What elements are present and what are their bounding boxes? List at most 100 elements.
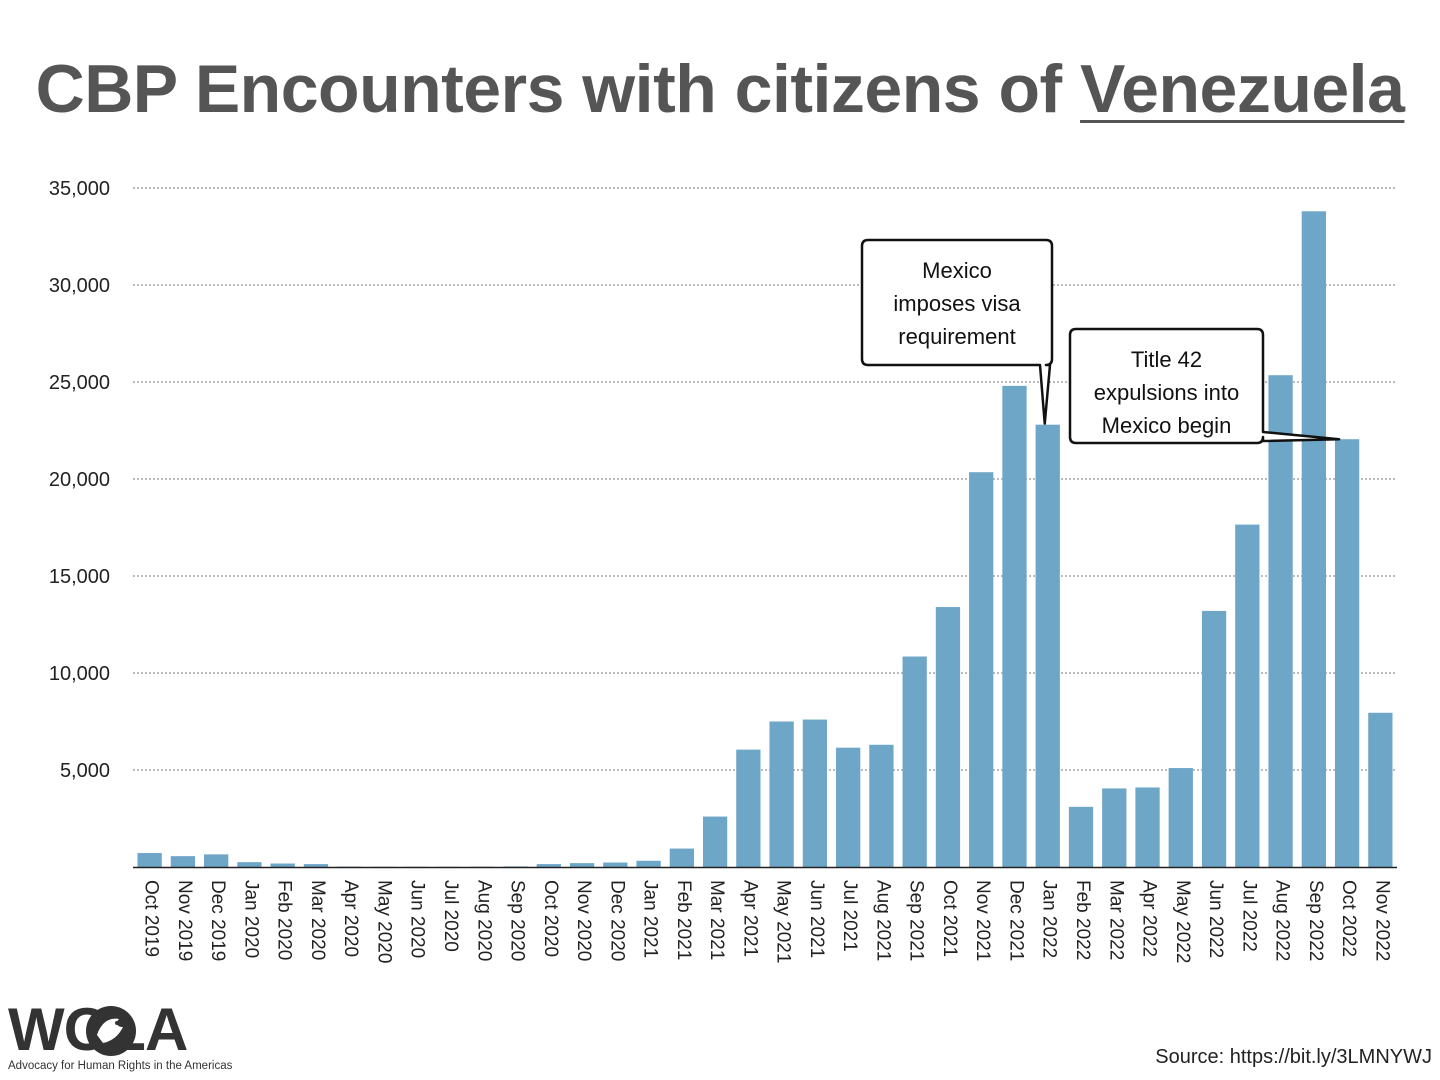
callout-text-line: Mexico	[922, 258, 992, 283]
x-tick-label: Jun 2021	[806, 880, 827, 958]
bar	[503, 866, 528, 867]
y-tick-label: 10,000	[49, 663, 110, 685]
x-tick-label: May 2021	[773, 880, 794, 963]
x-tick-label: Jan 2022	[1039, 880, 1060, 958]
x-tick-label: Feb 2022	[1072, 880, 1093, 960]
y-tick-label: 30,000	[49, 275, 110, 297]
x-tick-label: Apr 2022	[1139, 880, 1160, 957]
bar	[569, 863, 595, 867]
bar	[303, 864, 329, 867]
wola-logo: WOLA Advocacy for Human Rights in the Am…	[8, 1000, 238, 1078]
x-tick-label: Oct 2021	[939, 880, 960, 957]
bar	[802, 719, 828, 867]
y-tick-label: 15,000	[49, 566, 110, 588]
x-tick-label: Oct 2020	[540, 880, 561, 957]
y-tick-label: 5,000	[60, 760, 110, 782]
callout-title42: Title 42 expulsions into Mexico begin	[1068, 327, 1341, 445]
y-tick-label: 25,000	[49, 372, 110, 394]
bar	[935, 607, 961, 867]
x-tick-label: Aug 2021	[872, 880, 893, 961]
bar	[1334, 439, 1360, 867]
bar	[1102, 788, 1127, 867]
bar	[736, 749, 761, 867]
bar	[1035, 424, 1060, 867]
x-tick-label: Feb 2021	[673, 880, 694, 960]
bar	[1201, 610, 1227, 867]
bar	[270, 863, 295, 867]
chart-title: CBP Encounters with citizens of Venezuel…	[0, 50, 1440, 128]
x-tick-label: Apr 2020	[340, 880, 361, 957]
x-tick-label: Dec 2019	[207, 880, 228, 961]
callout-text-line: expulsions into	[1094, 380, 1240, 405]
x-tick-label: Dec 2020	[606, 880, 627, 961]
x-tick-label: Sep 2021	[906, 880, 927, 961]
callout-text-line: imposes visa	[893, 291, 1021, 316]
bars	[137, 211, 1393, 867]
x-tick-label: Apr 2021	[739, 880, 760, 957]
x-tick-label: Jul 2020	[440, 880, 461, 952]
bar	[1235, 524, 1260, 867]
bar	[204, 854, 229, 867]
bar-chart: 5,000 10,000 15,000 20,000 25,000 30,000 35,00…	[49, 178, 1397, 963]
x-tick-label: Mar 2022	[1105, 880, 1126, 960]
bar	[836, 747, 861, 867]
y-tick-label: 35,000	[49, 178, 110, 200]
bar	[536, 864, 561, 867]
x-tick-label: Oct 2019	[141, 880, 162, 957]
bar	[1168, 768, 1193, 867]
x-tick-label: Nov 2019	[174, 880, 195, 961]
callout-box	[1068, 327, 1341, 445]
bar	[636, 860, 661, 867]
x-tick-label: Nov 2021	[972, 880, 993, 961]
callout-box	[860, 238, 1054, 425]
x-tick-label: Feb 2020	[274, 880, 295, 960]
bar	[237, 862, 262, 867]
x-tick-label: Jun 2022	[1205, 880, 1226, 958]
x-tick-label: Jan 2020	[240, 880, 261, 958]
x-axis-tick-labels: Oct 2019 Nov 2019 Dec 2019 Jan 2020 Feb 2020…	[141, 880, 1393, 963]
y-axis-tick-labels: 5,000 10,000 15,000 20,000 25,000 30,000 35,00…	[49, 178, 110, 782]
x-tick-label: Dec 2021	[1005, 880, 1026, 961]
x-tick-label: Nov 2020	[573, 880, 594, 961]
logo-emblem-icon	[86, 1006, 136, 1056]
callout-text-line: requirement	[898, 324, 1015, 349]
x-tick-label: Jan 2021	[640, 880, 661, 958]
bar	[1002, 385, 1027, 867]
bar	[902, 656, 927, 867]
x-tick-label: Jun 2020	[407, 880, 428, 958]
x-tick-label: Aug 2020	[473, 880, 494, 961]
chart-title-country: Venezuela	[1080, 51, 1405, 127]
bar	[969, 472, 994, 867]
callout-text-line: Mexico begin	[1102, 413, 1232, 438]
bar	[1368, 712, 1393, 867]
x-tick-label: Oct 2022	[1338, 880, 1359, 957]
x-tick-label: May 2022	[1172, 880, 1193, 963]
bar	[1301, 211, 1326, 867]
x-tick-label: Jul 2021	[839, 880, 860, 952]
bar	[669, 848, 694, 867]
annotations: Mexico imposes visa requirement Title 42 exp…	[860, 238, 1341, 445]
x-tick-label: Mar 2021	[706, 880, 727, 960]
callout-text-line: Title 42	[1131, 347, 1202, 372]
x-tick-label: Mar 2020	[307, 880, 328, 960]
bar	[137, 853, 162, 867]
y-tick-label: 20,000	[49, 469, 110, 491]
logo-tagline: Advocacy for Human Rights in the America…	[8, 1060, 233, 1072]
x-tick-label: May 2020	[373, 880, 394, 963]
bar	[769, 721, 794, 867]
x-tick-label: Aug 2022	[1272, 880, 1293, 961]
x-tick-label: Sep 2022	[1305, 880, 1326, 961]
bar	[869, 744, 894, 867]
x-tick-label: Jul 2022	[1238, 880, 1259, 952]
bar	[1068, 806, 1094, 867]
bar	[1135, 787, 1160, 867]
bar	[1268, 375, 1293, 867]
bar	[603, 862, 628, 867]
source-note: Source: https://bit.ly/3LMNYWJ	[1155, 1046, 1432, 1068]
chart-title-prefix: CBP Encounters with citizens of	[35, 51, 1081, 127]
x-tick-label: Sep 2020	[507, 880, 528, 961]
bar	[702, 816, 728, 867]
x-tick-label: Nov 2022	[1371, 880, 1392, 961]
callout-mexico-visa: Mexico imposes visa requirement	[860, 238, 1054, 425]
bar	[170, 856, 196, 867]
